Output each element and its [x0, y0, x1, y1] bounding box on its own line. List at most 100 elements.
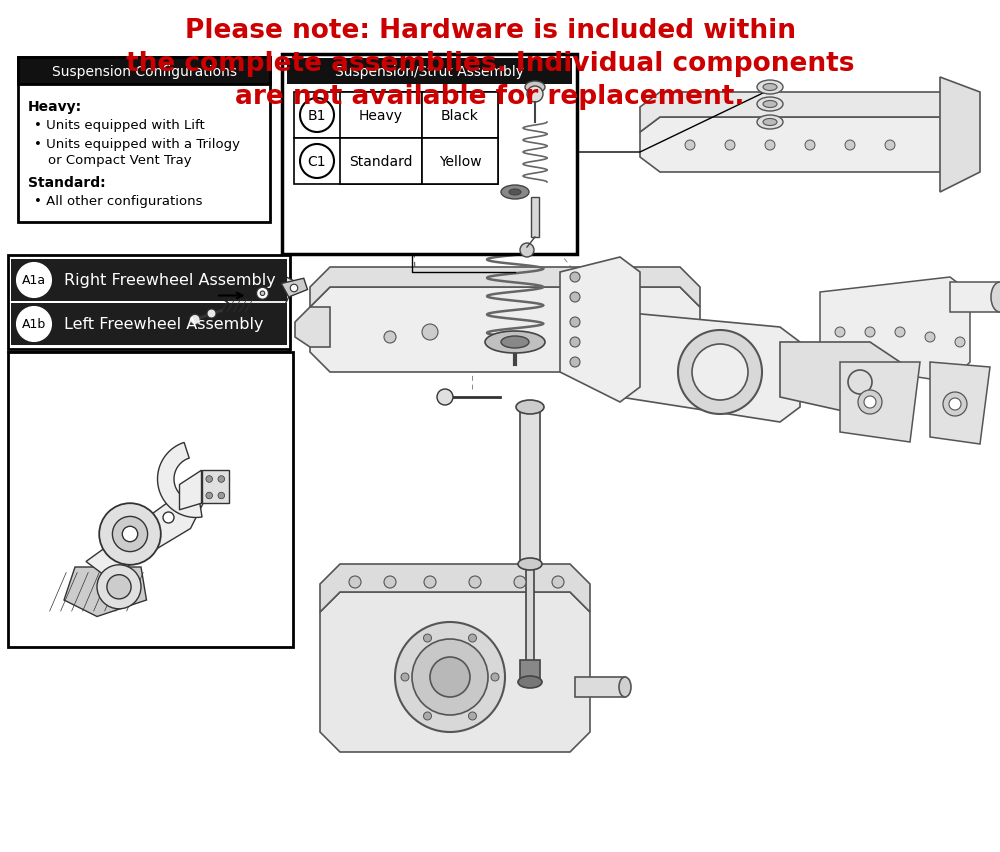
Polygon shape	[295, 308, 330, 348]
Ellipse shape	[518, 676, 542, 688]
Circle shape	[257, 288, 269, 300]
FancyBboxPatch shape	[18, 58, 270, 222]
Polygon shape	[202, 470, 229, 504]
Text: Suspension Configurations: Suspension Configurations	[52, 65, 237, 78]
Text: B1: B1	[308, 109, 326, 123]
Ellipse shape	[757, 98, 783, 112]
Circle shape	[112, 517, 148, 552]
FancyBboxPatch shape	[8, 256, 290, 349]
Polygon shape	[180, 470, 202, 510]
Circle shape	[122, 527, 138, 542]
Text: Heavy: Heavy	[359, 109, 403, 123]
FancyBboxPatch shape	[11, 260, 287, 302]
Circle shape	[206, 476, 213, 483]
Circle shape	[384, 576, 396, 589]
Circle shape	[685, 141, 695, 151]
FancyBboxPatch shape	[294, 139, 498, 185]
FancyBboxPatch shape	[18, 58, 270, 85]
Circle shape	[805, 141, 815, 151]
Text: • Units equipped with a Trilogy: • Units equipped with a Trilogy	[34, 138, 240, 151]
Polygon shape	[820, 278, 970, 383]
Polygon shape	[780, 343, 900, 417]
Polygon shape	[620, 313, 800, 423]
Circle shape	[424, 634, 432, 642]
FancyBboxPatch shape	[340, 93, 422, 139]
Circle shape	[401, 673, 409, 682]
Circle shape	[570, 292, 580, 302]
Polygon shape	[310, 268, 700, 308]
Circle shape	[925, 332, 935, 343]
Circle shape	[424, 576, 436, 589]
Polygon shape	[86, 491, 207, 579]
Text: • All other configurations: • All other configurations	[34, 195, 203, 208]
Circle shape	[99, 504, 161, 565]
Circle shape	[349, 576, 361, 589]
Circle shape	[422, 325, 438, 341]
FancyBboxPatch shape	[422, 139, 498, 185]
Circle shape	[97, 565, 141, 609]
FancyBboxPatch shape	[294, 93, 498, 139]
Circle shape	[437, 389, 453, 406]
Text: A1a: A1a	[22, 274, 46, 287]
Text: Standard: Standard	[349, 155, 413, 169]
FancyBboxPatch shape	[340, 139, 422, 185]
Ellipse shape	[619, 677, 631, 697]
Circle shape	[218, 476, 225, 483]
Circle shape	[190, 315, 200, 325]
Ellipse shape	[501, 186, 529, 199]
Polygon shape	[225, 275, 296, 316]
Polygon shape	[560, 257, 640, 402]
Circle shape	[725, 141, 735, 151]
Ellipse shape	[763, 84, 777, 91]
Circle shape	[469, 712, 477, 720]
Polygon shape	[640, 93, 960, 133]
Text: Suspension/Strut Assembly: Suspension/Strut Assembly	[335, 65, 524, 79]
Text: the complete assemblies. Individual components: the complete assemblies. Individual comp…	[126, 51, 854, 77]
Text: Standard:: Standard:	[28, 176, 106, 190]
Circle shape	[384, 331, 396, 343]
Circle shape	[765, 141, 775, 151]
Text: Right Freewheel Assembly: Right Freewheel Assembly	[64, 273, 276, 288]
Circle shape	[17, 263, 51, 297]
FancyBboxPatch shape	[526, 562, 534, 662]
Circle shape	[260, 291, 265, 296]
Text: A1b: A1b	[22, 318, 46, 331]
FancyBboxPatch shape	[531, 198, 539, 238]
Ellipse shape	[501, 337, 529, 348]
FancyBboxPatch shape	[287, 59, 572, 85]
Circle shape	[552, 576, 564, 589]
Circle shape	[218, 492, 225, 499]
Circle shape	[290, 285, 298, 292]
Circle shape	[300, 145, 334, 179]
Circle shape	[570, 337, 580, 348]
Circle shape	[858, 390, 882, 415]
Ellipse shape	[509, 190, 521, 196]
Ellipse shape	[525, 82, 545, 94]
Circle shape	[835, 328, 845, 337]
Polygon shape	[840, 363, 920, 442]
FancyBboxPatch shape	[282, 55, 577, 255]
FancyBboxPatch shape	[520, 660, 540, 682]
Ellipse shape	[494, 181, 536, 204]
Polygon shape	[640, 118, 960, 173]
Ellipse shape	[991, 283, 1000, 313]
Text: or Compact Vent Tray: or Compact Vent Tray	[48, 154, 192, 167]
Circle shape	[885, 141, 895, 151]
Polygon shape	[950, 283, 1000, 313]
FancyBboxPatch shape	[8, 353, 293, 648]
Ellipse shape	[516, 400, 544, 415]
Circle shape	[955, 337, 965, 348]
Circle shape	[943, 393, 967, 417]
Ellipse shape	[763, 101, 777, 108]
Polygon shape	[158, 443, 202, 518]
Circle shape	[527, 87, 543, 103]
Circle shape	[678, 331, 762, 415]
Ellipse shape	[757, 116, 783, 130]
Circle shape	[430, 657, 470, 697]
Text: Black: Black	[441, 109, 479, 123]
Circle shape	[469, 634, 477, 642]
Circle shape	[17, 308, 51, 342]
Circle shape	[895, 328, 905, 337]
Circle shape	[692, 344, 748, 400]
FancyBboxPatch shape	[520, 412, 540, 562]
